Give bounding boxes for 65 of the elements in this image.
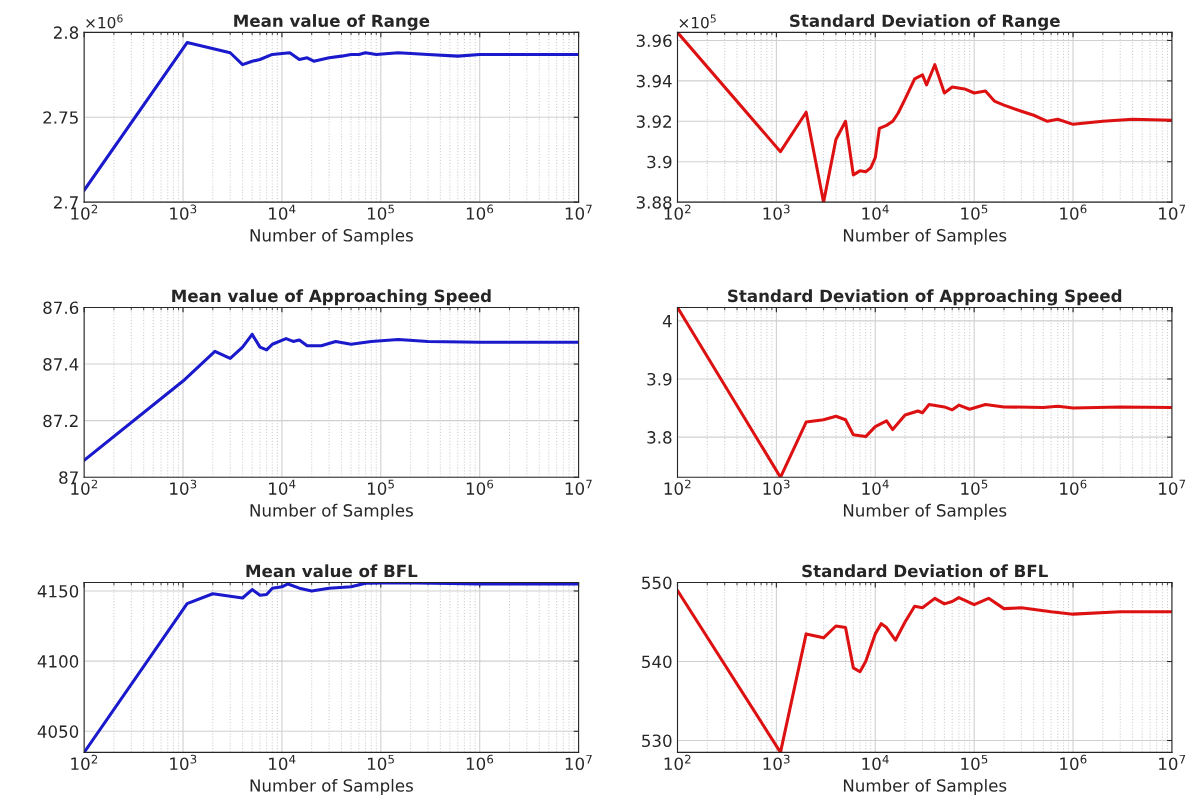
y-tick-label: 540 — [642, 655, 672, 669]
chart-title: Standard Deviation of BFL — [802, 564, 1048, 578]
x-tick-label: 10$^{3}$ — [170, 479, 197, 495]
text: ×10$^{6}$ — [86, 14, 123, 29]
x-axis-title: Number of Samples — [250, 503, 413, 520]
x-tick-label: 10$^{2}$ — [664, 479, 691, 495]
y-tick-label: 3.8 — [647, 431, 672, 444]
x-tick-label: 10$^{4}$ — [862, 754, 889, 771]
y-tick-label: 87.6 — [43, 301, 79, 315]
x-tick-label: 10$^{7}$ — [1159, 479, 1186, 495]
x-tick-label: 10$^{7}$ — [1159, 754, 1186, 771]
x-tick-label: 10$^{3}$ — [763, 754, 790, 770]
y-tick-label: 4150 — [37, 584, 79, 598]
x-tick-label: 10$^{5}$ — [961, 204, 988, 220]
y-tick-label: 4 — [662, 315, 672, 328]
y-tick-label: 4050 — [37, 725, 79, 738]
y-tick-label: 3.96 — [636, 34, 672, 48]
text: ×10$^{5}$ — [679, 14, 716, 29]
x-tick-label: 10$^{3}$ — [170, 754, 197, 770]
x-tick-label: 10$^{6}$ — [466, 754, 494, 770]
y-tick-label: 3.94 — [636, 74, 672, 88]
chart-title: Mean value of Approaching Speed — [172, 289, 491, 306]
x-axis-title: Number of Samples — [843, 228, 1007, 245]
y-tick-label: 87.4 — [43, 358, 79, 371]
x-tick-label: 10$^{4}$ — [862, 204, 889, 220]
x-axis-title: Number of Samples — [843, 778, 1007, 796]
chart-title: Standard Deviation of Range — [790, 14, 1060, 31]
x-tick-label: 10$^{7}$ — [1159, 204, 1186, 220]
x-tick-label: 10$^{4}$ — [269, 754, 296, 771]
x-axis-title: Number of Samples — [250, 778, 413, 796]
x-tick-label: 10$^{6}$ — [1060, 479, 1087, 495]
y-tick-label: 87.2 — [43, 414, 78, 428]
y-tick-label: 550 — [642, 576, 672, 590]
y-tick-label: 4100 — [37, 655, 79, 668]
x-tick-label: 10$^{6}$ — [466, 479, 494, 495]
chart-title: Mean value of BFL — [246, 564, 418, 578]
x-tick-label: 10$^{5}$ — [961, 479, 988, 495]
x-tick-label: 10$^{5}$ — [367, 479, 394, 495]
x-axis-title: Number of Samples — [843, 503, 1007, 520]
x-axis-title: Number of Samples — [250, 228, 413, 245]
x-tick-label: 10$^{6}$ — [1060, 204, 1087, 220]
x-tick-label: 10$^{5}$ — [367, 754, 394, 771]
x-tick-label: 10$^{7}$ — [565, 479, 592, 495]
x-tick-label: 10$^{2}$ — [664, 754, 691, 770]
x-tick-label: 10$^{4}$ — [269, 204, 296, 220]
x-tick-label: 10$^{3}$ — [763, 479, 790, 495]
y-tick-label: 3.9 — [647, 155, 672, 169]
x-tick-label: 10$^{3}$ — [763, 204, 790, 220]
chart-title: Standard Deviation of Approaching Speed — [728, 289, 1122, 306]
x-tick-label: 10$^{2}$ — [71, 754, 98, 770]
x-tick-label: 10$^{6}$ — [466, 204, 494, 220]
x-tick-label: 10$^{3}$ — [170, 204, 197, 220]
y-tick-label: 2.75 — [43, 111, 78, 124]
y-tick-label: 3.9 — [647, 372, 672, 386]
x-tick-label: 10$^{7}$ — [565, 754, 592, 771]
x-tick-label: 10$^{7}$ — [565, 204, 592, 220]
x-tick-label: 10$^{6}$ — [1060, 754, 1087, 770]
y-tick-label: 2.8 — [54, 26, 79, 39]
y-tick-label: 3.92 — [636, 115, 671, 128]
chart-title: Mean value of Range — [234, 14, 430, 31]
x-tick-label: 10$^{5}$ — [367, 204, 394, 220]
x-tick-label: 10$^{4}$ — [269, 479, 296, 495]
x-tick-label: 10$^{5}$ — [961, 754, 988, 771]
x-tick-label: 10$^{4}$ — [862, 479, 889, 495]
y-tick-label: 530 — [642, 734, 672, 748]
